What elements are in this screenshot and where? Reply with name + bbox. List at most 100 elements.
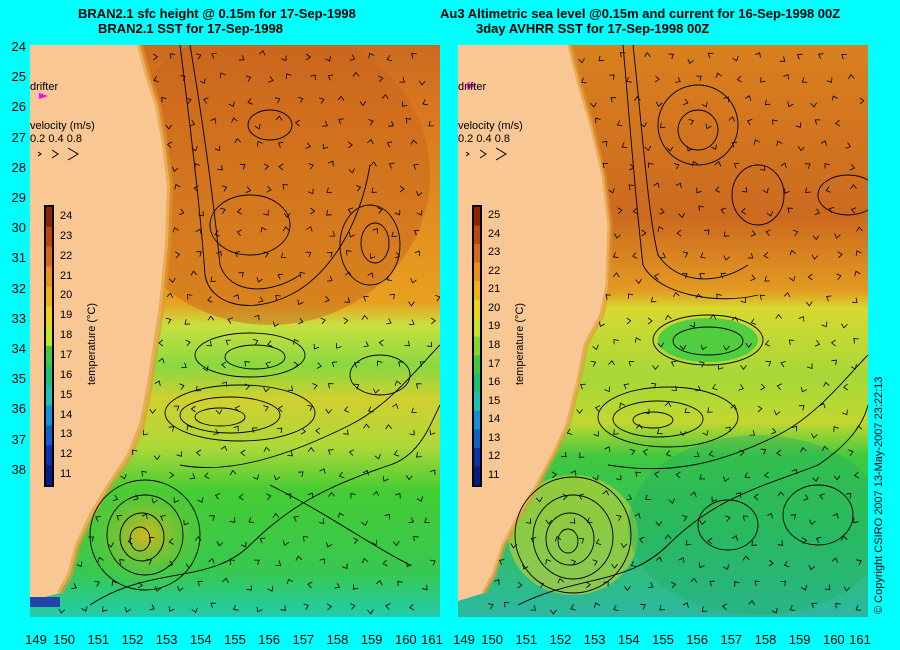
velocity-vector	[361, 558, 369, 564]
velocity-vector	[408, 319, 415, 325]
velocity-vector	[640, 603, 646, 610]
velocity-vector	[647, 317, 653, 325]
velocity-vector	[191, 146, 198, 152]
velocity-vector	[545, 519, 553, 525]
velocity-vector	[715, 186, 721, 193]
velocity-vector	[620, 51, 626, 58]
velocity-vector	[807, 273, 813, 281]
velocity-vector	[643, 52, 651, 58]
velocity-vector	[328, 491, 335, 497]
velocity-vector	[251, 427, 258, 433]
velocity-label: velocity (m/s)	[458, 120, 523, 132]
velocity-vector	[845, 492, 852, 499]
velocity-vector	[777, 491, 785, 497]
velocity-vector	[621, 142, 628, 148]
velocity-vector	[202, 365, 209, 372]
velocity-vector	[836, 273, 842, 281]
velocity-vector	[800, 447, 807, 453]
velocity-vector	[263, 446, 271, 452]
velocity-vector	[319, 558, 325, 564]
velocity-vector	[841, 54, 847, 60]
velocity-vector	[613, 605, 619, 611]
velocity-vector	[746, 119, 753, 126]
velocity-vector	[275, 115, 283, 121]
velocity-vector	[377, 360, 383, 366]
velocity-vector	[214, 230, 220, 237]
velocity-vector	[325, 408, 333, 414]
velocity-vector	[312, 383, 318, 390]
velocity-vector	[370, 161, 377, 167]
velocity-vector	[172, 227, 180, 233]
coast-shelf	[57, 45, 174, 595]
velocity-vector	[149, 408, 157, 414]
velocity-vector	[503, 601, 510, 608]
velocity-vector	[837, 251, 843, 259]
velocity-vector	[391, 231, 397, 237]
colorbar-tick-label: 13	[60, 428, 73, 441]
velocity-vector	[277, 273, 284, 280]
colorbar-swatch	[474, 429, 480, 449]
velocity-vector	[766, 512, 773, 519]
velocity-vector	[428, 120, 434, 127]
velocity-vector	[654, 75, 660, 83]
velocity-vector	[426, 341, 433, 348]
cool-region	[628, 435, 868, 615]
velocity-vector	[819, 402, 826, 409]
colorbar-tick-label: 12	[488, 450, 501, 463]
velocity-vector	[634, 96, 641, 102]
velocity-vector	[434, 294, 440, 302]
velocity-vectors-right	[487, 51, 865, 615]
x-tick-label: 155	[652, 632, 674, 647]
colorbar-tick-label: 14	[488, 413, 501, 426]
colorbar-swatch	[474, 410, 480, 430]
colorbar-title: temperature (°C)	[86, 302, 98, 385]
velocity-vector	[336, 343, 342, 349]
x-tick-label: 153	[155, 632, 178, 647]
velocity-vector	[795, 122, 801, 128]
velocity-vector	[240, 541, 247, 548]
velocity-vector	[580, 383, 586, 390]
colorbar-swatch	[46, 286, 52, 307]
velocity-vector	[81, 606, 88, 612]
velocity-vector	[610, 97, 617, 103]
x-tick-label: 161	[849, 632, 871, 647]
velocity-vector	[430, 317, 436, 325]
velocity-scale: 0.2 0.4 0.8	[458, 133, 510, 145]
velocity-vector	[151, 497, 158, 504]
velocity-vector	[197, 497, 204, 503]
x-tick-label: 156	[686, 632, 709, 647]
velocity-vector	[306, 226, 313, 232]
velocity-vector	[207, 315, 215, 321]
velocity-vector	[149, 604, 155, 611]
velocity-vector	[307, 188, 314, 195]
velocity-vector	[180, 75, 186, 81]
colorbar-swatch	[474, 244, 480, 264]
velocity-vector	[750, 230, 757, 237]
velocity-vector	[613, 338, 619, 345]
colorbar-tick-label: 25	[488, 209, 501, 222]
velocity-vector	[283, 213, 291, 218]
left-title-line1: BRAN2.1 sfc height @ 0.15m for 17-Sep-19…	[78, 6, 356, 21]
colorbar-tick-label: 24	[60, 209, 73, 222]
y-tick-label: 25	[11, 69, 26, 85]
velocity-vector	[168, 538, 174, 545]
velocity-vector	[789, 249, 796, 256]
velocity-vector	[730, 404, 737, 410]
velocity-vector	[585, 581, 591, 589]
velocity-vector	[363, 341, 369, 348]
velocity-vector	[825, 186, 831, 193]
velocity-vector	[628, 361, 635, 367]
x-tick-label: 154	[617, 632, 640, 647]
velocity-vector	[826, 77, 833, 83]
velocity-vector	[634, 337, 641, 343]
velocity-vector	[349, 231, 355, 238]
velocity-vector	[244, 383, 250, 391]
velocity-vector	[616, 514, 622, 521]
velocity-vector	[256, 606, 263, 613]
velocity-vector	[186, 424, 193, 431]
velocity-vector	[263, 163, 270, 171]
velocity-vector	[783, 74, 789, 80]
velocity-vector	[777, 540, 784, 546]
velocity-vector	[750, 318, 757, 325]
velocity-vector	[281, 55, 287, 62]
